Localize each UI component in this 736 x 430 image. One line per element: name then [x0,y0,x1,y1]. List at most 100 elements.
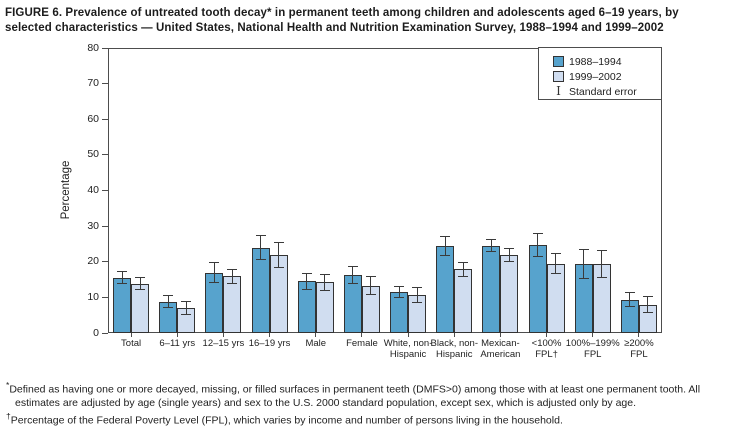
error-bar-line [167,295,169,308]
bar-1988–1994-Female [343,274,362,333]
y-axis-tick [102,118,108,120]
error-bar-line [444,236,446,256]
x-axis-category-label: ≥200% FPL [624,338,654,360]
error-bar-line [647,296,649,313]
legend-label-1999-2002: 1999–2002 [569,70,622,83]
bar-1988–1994-Black, non- [436,246,455,333]
footnote-dagger-marker: † [6,410,11,421]
x-axis-category-label: <100% FPL† [531,338,562,360]
error-bar-cap [458,275,469,277]
error-bar-cap [394,296,405,298]
x-axis-category-label: White, non- Hispanic [383,338,433,360]
y-axis-tick-label: 30 [87,219,99,232]
error-bar-line [213,262,215,283]
x-axis-tick [407,333,409,337]
error-bar-cap [504,260,515,262]
bar-1988–1994-White, non- [390,292,409,333]
x-axis-category-label: Total [121,338,142,349]
x-axis-category-label: 16–19 yrs [248,338,291,349]
y-axis-tick [102,332,108,334]
bar-1988–1994-<100% [528,244,547,333]
x-axis-category-label: Black, non- Hispanic [430,338,479,360]
figure-title-line1: FIGURE 6. Prevalence of untreated tooth … [5,7,679,19]
error-bar-cap [550,273,561,274]
error-bar-cap [440,254,451,256]
y-axis-tick-label: 10 [87,290,99,303]
bar-1999–2002-Black, non- [454,269,473,333]
y-axis-title: Percentage [60,160,72,220]
error-bar-line [462,262,464,277]
x-axis-tick [176,333,178,337]
error-bar-line [508,248,510,262]
x-axis-tick [638,333,640,337]
y-axis-tick-label: 0 [93,326,99,339]
error-bar-cap [624,306,635,308]
y-axis-tick-label: 40 [87,184,99,196]
error-bar-line [629,292,631,307]
y-axis-tick [102,47,108,49]
footnote-asterisk-text: Defined as having one or more decayed, m… [9,383,701,409]
error-bar-line [490,239,492,252]
x-axis-category-label: Mexican- American [480,338,521,360]
bar-1999–2002-Total [131,283,150,333]
error-bar-cap [209,282,220,284]
x-axis-category-label: Female [346,338,378,349]
x-axis-category-label: 100%–199% FPL [565,338,620,360]
y-axis-tick [102,225,108,227]
bar-chart: Percentage 1988–1994 1999–2002 I Standar… [60,41,662,360]
error-bar-line [352,266,354,284]
error-bar-cap [227,282,238,284]
figure-title-line2: selected characteristics — United States… [5,22,664,34]
y-axis-tick-label: 20 [87,255,99,268]
legend-item-1988-1994: 1988–1994 [553,54,661,69]
error-bar-line [555,253,557,274]
bar-1988–1994-Total [113,277,132,333]
error-bar-cap [319,290,330,292]
footnote-dagger: †Percentage of the Federal Poverty Level… [6,410,732,428]
x-axis-tick [361,333,363,337]
error-bar-line [398,286,400,298]
x-axis-tick [315,333,317,337]
error-bar-line [139,277,141,290]
x-axis-tick [269,333,271,337]
x-axis-tick [592,333,594,337]
y-axis-tick-label: 60 [87,112,99,125]
error-bar-cap [486,251,497,253]
bar-1999–2002-Mexican- [500,254,519,333]
error-bar-line [324,274,326,291]
y-axis-tick [102,154,108,156]
legend-item-1999-2002: 1999–2002 [553,69,661,84]
error-bar-cap [301,288,312,290]
legend-label-1988-1994: 1988–1994 [569,55,622,68]
legend-swatch-1999-2002 [553,71,564,82]
error-bar-cap [117,283,128,285]
figure-title: FIGURE 6. Prevalence of untreated tooth … [5,6,733,36]
legend-label-standard-error: Standard error [569,85,637,98]
error-bar-cap [596,276,607,278]
x-axis-tick [130,333,132,337]
error-bar-cap [181,313,192,315]
error-bar-cap [642,311,653,313]
error-bar-cap [163,306,174,308]
bar-1988–1994-Mexican- [482,245,501,333]
y-axis-tick [102,190,108,191]
y-axis-tick [102,83,108,85]
error-bar-icon: I [556,84,561,98]
error-bar-line [601,250,603,278]
footnote-dagger-text: Percentage of the Federal Poverty Level … [10,414,563,426]
legend-item-standard-error: I Standard error [553,84,661,99]
x-axis-tick [546,333,548,337]
error-bar-cap [532,255,543,257]
error-bar-cap [412,301,423,303]
error-bar-line [121,271,123,284]
error-bar-cap [365,294,376,296]
y-axis-tick-label: 80 [87,41,99,54]
footnote-asterisk: *Defined as having one or more decayed, … [6,379,732,410]
error-bar-cap [578,277,589,279]
legend-swatch-1988-1994 [553,56,564,67]
error-bar-line [306,273,308,290]
error-bar-cap [347,282,358,284]
y-axis-tick [102,296,108,298]
error-bar-line [185,301,187,315]
